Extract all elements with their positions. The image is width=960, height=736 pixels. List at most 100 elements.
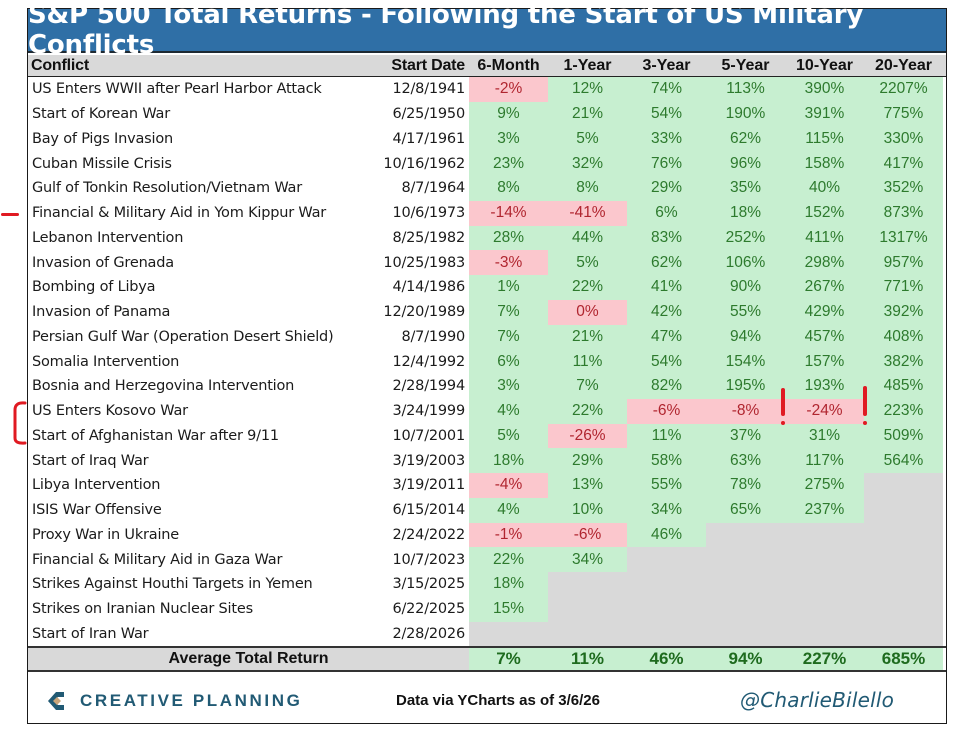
return-cell-1-year [548, 621, 627, 647]
conflict-name: Start of Iran War [28, 621, 381, 647]
return-cell-10-year: 152% [785, 200, 864, 226]
return-cell-20-year: 417% [864, 151, 943, 176]
return-cell-6-month: 15% [469, 596, 548, 622]
column-header-start-date: Start Date [381, 55, 469, 76]
return-cell-5-year [706, 572, 785, 597]
column-header-conflict: Conflict [28, 55, 381, 76]
return-cell-20-year [864, 522, 943, 548]
return-cell-5-year: 62% [706, 126, 785, 152]
return-cell-1-year: 13% [548, 473, 627, 498]
return-cell-20-year [864, 473, 943, 498]
table-row: Invasion of Grenada 10/25/1983 -3% 5% 62% 106… [28, 250, 946, 275]
creative-planning-logo: CREATIVE PLANNING [44, 688, 302, 714]
return-cell-5-year: 195% [706, 374, 785, 399]
return-cell-3-year: 47% [627, 324, 706, 350]
data-source-note: Data via YCharts as of 3/6/26 [396, 692, 600, 709]
conflict-name: US Enters Kosovo War [28, 398, 381, 424]
return-cell-3-year [627, 572, 706, 597]
return-cell-3-year: 54% [627, 349, 706, 374]
table-row: Libya Intervention 3/19/2011 -4% 13% 55% 78% 2… [28, 473, 946, 498]
creative-planning-logo-icon [48, 692, 64, 710]
return-cell-5-year: 55% [706, 299, 785, 325]
return-cell-20-year: 352% [864, 176, 943, 201]
table-row: Lebanon Intervention 8/25/1982 28% 44% 83% 25… [28, 225, 946, 251]
return-cell-3-year: 33% [627, 126, 706, 152]
return-cell-6-month: 3% [469, 374, 548, 399]
return-cell-6-month: 18% [469, 572, 548, 597]
return-cell-3-year: 76% [627, 151, 706, 176]
table-row: Strikes Against Houthi Targets in Yemen 3… [28, 572, 946, 597]
return-cell-6-month: 1% [469, 275, 548, 300]
return-cell-10-year: 157% [785, 349, 864, 374]
return-cell-6-month: 22% [469, 547, 548, 572]
conflict-name: Somalia Intervention [28, 349, 381, 374]
annotation-dash [1, 213, 19, 216]
return-cell-1-year: 5% [548, 250, 627, 275]
conflict-name: Gulf of Tonkin Resolution/Vietnam War [28, 176, 381, 201]
return-cell-20-year: 873% [864, 200, 943, 226]
return-cell-1-year: 34% [548, 547, 627, 572]
return-cell-6-month: -3% [469, 250, 548, 275]
return-cell-5-year: 63% [706, 448, 785, 473]
annotation-exclamation-2-dot [863, 421, 867, 425]
return-cell-5-year: 154% [706, 349, 785, 374]
start-date: 12/20/1989 [381, 299, 469, 325]
return-cell-5-year: 18% [706, 200, 785, 226]
return-cell-3-year: 54% [627, 101, 706, 127]
conflict-name: Bombing of Libya [28, 275, 381, 300]
return-cell-3-year: 42% [627, 299, 706, 325]
return-cell-1-year: 12% [548, 77, 627, 102]
conflict-name: Strikes Against Houthi Targets in Yemen [28, 572, 381, 597]
return-cell-20-year: 771% [864, 275, 943, 300]
conflict-name: Bosnia and Herzegovina Intervention [28, 374, 381, 399]
return-cell-20-year: 2207% [864, 77, 943, 102]
conflict-name: Strikes on Iranian Nuclear Sites [28, 596, 381, 622]
return-cell-6-month: 28% [469, 225, 548, 251]
return-cell-20-year: 509% [864, 423, 943, 449]
return-cell-10-year: 117% [785, 448, 864, 473]
return-cell-3-year: 46% [627, 522, 706, 548]
return-cell-10-year: 298% [785, 250, 864, 275]
return-cell-10-year [785, 596, 864, 622]
return-cell-20-year: 392% [864, 299, 943, 325]
return-cell-3-year: 82% [627, 374, 706, 399]
return-cell-20-year: 775% [864, 101, 943, 127]
table-row: Start of Iraq War 3/19/2003 18% 29% 58% 63% 11… [28, 448, 946, 473]
return-cell-10-year: 391% [785, 101, 864, 127]
start-date: 3/24/1999 [381, 398, 469, 424]
return-cell-5-year: -8% [706, 398, 785, 424]
return-cell-6-month: 6% [469, 349, 548, 374]
column-header-10-year: 10-Year [785, 55, 864, 76]
average-row: Average Total Return 7% 11% 46% 94% 227%… [28, 646, 946, 673]
average-1-year: 11% [548, 648, 627, 671]
conflict-name: ISIS War Offensive [28, 497, 381, 523]
column-header-5-year: 5-Year [706, 55, 785, 76]
start-date: 6/15/2014 [381, 497, 469, 523]
return-cell-5-year: 190% [706, 101, 785, 127]
return-cell-5-year: 252% [706, 225, 785, 251]
annotation-bracket [13, 401, 27, 445]
conflict-name: Persian Gulf War (Operation Desert Shiel… [28, 324, 381, 350]
start-date: 4/14/1986 [381, 275, 469, 300]
start-date: 12/8/1941 [381, 77, 469, 102]
average-5-year: 94% [706, 648, 785, 671]
table-row: Start of Afghanistan War after 9/11 10/7/… [28, 423, 946, 449]
annotation-exclamation-2 [863, 386, 867, 416]
table-row: Strikes on Iranian Nuclear Sites 6/22/202… [28, 596, 946, 622]
annotation-exclamation-1-dot [781, 421, 785, 425]
table-row: Gulf of Tonkin Resolution/Vietnam War 8/7… [28, 176, 946, 201]
return-cell-3-year [627, 596, 706, 622]
return-cell-10-year: 429% [785, 299, 864, 325]
return-cell-20-year: 382% [864, 349, 943, 374]
return-cell-3-year [627, 621, 706, 647]
return-cell-6-month: 7% [469, 299, 548, 325]
start-date: 8/7/1990 [381, 324, 469, 350]
return-cell-10-year: 158% [785, 151, 864, 176]
return-cell-10-year [785, 547, 864, 572]
return-cell-10-year: 411% [785, 225, 864, 251]
return-cell-3-year: -6% [627, 398, 706, 424]
return-cell-1-year: 22% [548, 398, 627, 424]
table-row: Persian Gulf War (Operation Desert Shiel… [28, 324, 946, 350]
table-row: Cuban Missile Crisis 10/16/1962 23% 32% 76% 9… [28, 151, 946, 176]
return-cell-20-year [864, 547, 943, 572]
